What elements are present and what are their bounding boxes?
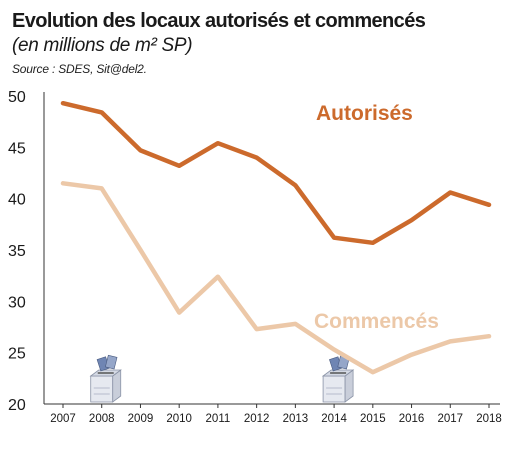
annotation-icons xyxy=(89,354,355,403)
series-line-autorises xyxy=(60,100,492,246)
x-tick-label: 2014 xyxy=(321,413,347,425)
x-tick-label: 2007 xyxy=(50,413,76,425)
y-tick-label: 25 xyxy=(8,346,26,363)
x-tick-label: 2009 xyxy=(128,413,154,425)
x-tick-label: 2008 xyxy=(89,413,115,425)
x-tick-label: 2018 xyxy=(476,413,502,425)
x-tick-label: 2012 xyxy=(244,413,270,425)
x-tick-label: 2016 xyxy=(399,413,425,425)
x-tick-label: 2010 xyxy=(166,413,192,425)
y-tick-label: 30 xyxy=(8,294,26,311)
y-tick-label: 35 xyxy=(8,243,26,260)
ballot-box-icon xyxy=(321,354,355,403)
x-tick-label: 2013 xyxy=(283,413,309,425)
series-labels: Autorisés Commencés xyxy=(314,102,439,333)
series-group xyxy=(60,100,492,375)
x-tick-label: 2011 xyxy=(206,413,231,425)
x-tick-label: 2017 xyxy=(437,413,463,425)
ballot-box-icon xyxy=(89,354,122,403)
chart-source: Source : SDES, Sit@del2. xyxy=(12,62,147,76)
x-axis: 2007 2008 2009 2010 2011 2012 2013 2014 2015 2016… xyxy=(44,403,502,425)
y-tick-label: 40 xyxy=(8,192,26,209)
y-axis: 20 25 30 35 40 45 50 xyxy=(8,89,45,414)
x-tick-label: 2015 xyxy=(360,413,386,425)
y-tick-label: 50 xyxy=(8,89,26,106)
chart-subtitle: (en millions de m² SP) xyxy=(12,35,193,56)
series-label: Autorisés xyxy=(316,102,413,125)
chart-title: Evolution des locaux autorisés et commen… xyxy=(12,10,426,32)
series-line-commences xyxy=(60,181,492,375)
y-tick-label: 20 xyxy=(8,397,26,414)
series-label: Commencés xyxy=(314,310,439,333)
y-tick-label: 45 xyxy=(8,140,26,157)
